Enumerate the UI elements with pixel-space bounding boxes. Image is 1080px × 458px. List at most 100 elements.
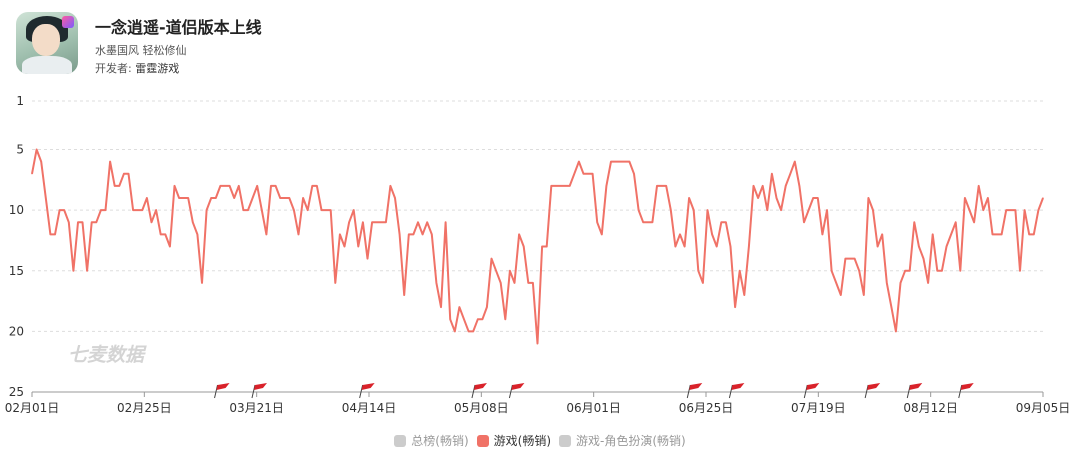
data-point <box>945 245 948 248</box>
data-point <box>932 233 934 235</box>
event-flag[interactable] <box>214 383 230 399</box>
event-flag[interactable] <box>728 383 745 399</box>
data-point <box>72 270 74 272</box>
data-point <box>288 197 290 199</box>
data-point <box>674 245 677 248</box>
event-flag[interactable] <box>251 383 267 399</box>
data-point <box>348 221 350 223</box>
data-point <box>311 185 313 187</box>
event-flag[interactable] <box>471 383 487 399</box>
data-point <box>711 233 713 235</box>
data-point <box>651 221 654 223</box>
x-tick-label: 05月08日 <box>454 401 509 415</box>
legend-swatch <box>559 434 572 447</box>
data-point <box>458 306 460 308</box>
data-point <box>661 185 663 187</box>
data-point <box>775 197 778 199</box>
data-point <box>798 185 801 187</box>
data-point <box>559 185 562 187</box>
data-point <box>748 245 750 248</box>
data-point <box>490 258 493 260</box>
event-flag[interactable] <box>958 383 974 399</box>
data-point <box>918 245 920 248</box>
series-line <box>31 148 1044 345</box>
data-point <box>1024 209 1026 211</box>
data-point <box>854 258 856 260</box>
data-point <box>399 233 401 235</box>
data-point <box>913 221 915 223</box>
app-icon[interactable] <box>16 12 78 74</box>
data-point <box>36 148 38 151</box>
legend-label: 游戏(畅销) <box>493 434 552 448</box>
app-title[interactable]: 一念逍遥-道侣版本上线 <box>95 18 262 37</box>
data-point <box>955 221 957 223</box>
event-flag[interactable] <box>508 383 525 399</box>
data-point <box>541 245 543 248</box>
data-point <box>803 221 805 223</box>
data-point <box>468 330 470 332</box>
data-point <box>1033 233 1035 235</box>
data-point <box>532 282 534 284</box>
data-point <box>293 209 295 211</box>
data-point <box>950 233 952 235</box>
data-point <box>831 270 833 272</box>
developer-name[interactable]: 雷霆游戏 <box>135 62 180 75</box>
x-tick-label: 07月19日 <box>791 401 846 415</box>
data-point <box>605 185 608 187</box>
data-point <box>670 209 672 211</box>
event-flag[interactable] <box>906 383 923 399</box>
data-point <box>812 197 814 199</box>
event-flag[interactable] <box>864 383 881 399</box>
data-point <box>284 197 286 199</box>
legend-item[interactable]: 游戏-角色扮演(畅销) <box>559 432 686 449</box>
data-point <box>702 282 704 284</box>
data-point <box>238 185 240 187</box>
legend-item[interactable]: 总榜(畅销) <box>394 432 469 449</box>
data-point <box>123 173 125 175</box>
data-point <box>1019 270 1021 272</box>
data-point <box>54 233 56 235</box>
data-point <box>615 161 617 163</box>
data-point <box>275 185 277 187</box>
data-point <box>385 221 387 223</box>
x-tick-label: 08月12日 <box>903 401 958 415</box>
app-header: 一念逍遥-道侣版本上线 水墨国风 轻松修仙 开发者: 雷霆游戏 <box>16 10 716 80</box>
data-point <box>785 185 787 187</box>
data-point <box>160 233 162 235</box>
data-point <box>206 209 208 211</box>
data-point <box>642 221 644 223</box>
data-point <box>628 161 631 163</box>
data-point <box>316 185 318 187</box>
event-flag[interactable] <box>803 383 820 399</box>
data-point <box>95 221 97 223</box>
data-point <box>513 282 516 284</box>
data-point <box>1037 209 1039 211</box>
data-point <box>633 173 635 175</box>
data-point <box>1001 233 1003 235</box>
data-point <box>210 197 212 199</box>
data-point <box>881 233 883 235</box>
x-tick-label: 02月01日 <box>5 401 60 415</box>
data-point <box>978 185 980 187</box>
watermark: 七麦数据 <box>68 344 147 366</box>
data-point <box>844 258 847 260</box>
y-tick-label: 5 <box>16 143 24 157</box>
data-point <box>127 173 130 175</box>
event-flag[interactable] <box>686 383 703 399</box>
data-point <box>449 318 451 320</box>
legend-item[interactable]: 游戏(畅销) <box>476 432 552 449</box>
data-point <box>104 209 107 211</box>
data-point <box>706 209 709 211</box>
data-point <box>679 233 681 235</box>
data-point <box>987 197 989 199</box>
data-point <box>725 221 727 223</box>
data-point <box>137 209 139 211</box>
event-flag[interactable] <box>359 383 375 399</box>
data-point <box>550 185 552 187</box>
data-point <box>849 258 851 260</box>
data-point <box>817 197 819 199</box>
data-point <box>45 197 47 199</box>
data-point <box>835 282 837 284</box>
data-point <box>927 282 929 284</box>
data-point <box>996 233 998 235</box>
